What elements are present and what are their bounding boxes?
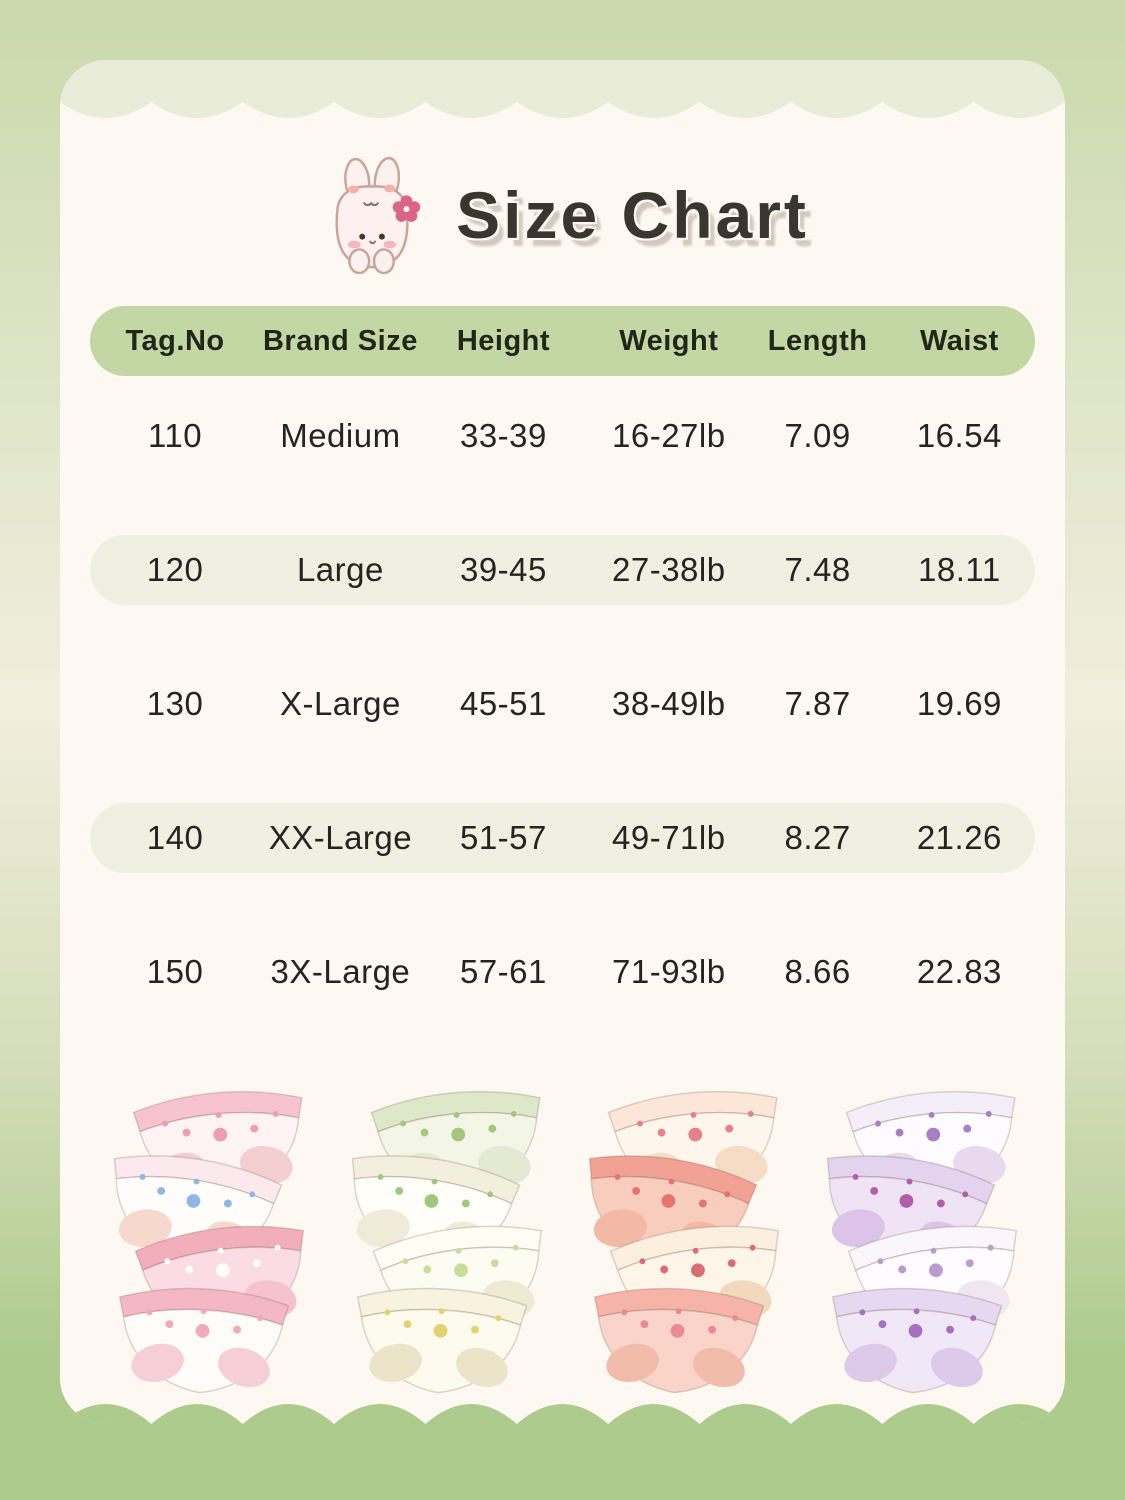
card: Size Chart Tag.No Brand Size Height Weig… xyxy=(60,60,1065,1424)
page-title: Size Chart xyxy=(456,178,809,252)
size-table: Tag.No Brand Size Height Weight Length W… xyxy=(90,306,1035,1007)
table-cell: 7.48 xyxy=(784,551,851,588)
table-cell: Medium xyxy=(280,417,401,454)
table-cell: 33-39 xyxy=(459,417,547,454)
column-header: Weight xyxy=(619,324,719,357)
table-cell: XX-Large xyxy=(268,819,413,856)
table-cell: 120 xyxy=(146,551,204,588)
table-cell: 16.54 xyxy=(916,417,1002,454)
table-header-row: Tag.No Brand Size Height Weight Length W… xyxy=(90,306,1035,376)
table-cell: 18.11 xyxy=(918,551,1001,588)
table-row: 130 X-Large 45-51 38-49lb 7.87 19.69 xyxy=(90,669,1035,739)
brand-header: Size Chart xyxy=(60,152,1065,278)
table-cell: 8.27 xyxy=(784,819,851,856)
table-cell: 38-49lb xyxy=(612,685,726,722)
card-top-band xyxy=(60,60,1065,102)
table-cell: 7.09 xyxy=(784,417,851,454)
table-cell: 57-61 xyxy=(459,953,547,990)
table-cell: 7.87 xyxy=(784,685,851,722)
product-photo-peach-briefs-set xyxy=(574,1084,791,1398)
table-cell: 22.83 xyxy=(916,953,1002,990)
column-header: Tag.No xyxy=(125,324,225,357)
table-cell: 49-71lb xyxy=(612,819,726,856)
table-cell: 110 xyxy=(147,417,203,454)
table-row: 140 XX-Large 51-57 49-71lb 8.27 21.26 xyxy=(90,803,1035,873)
table-cell: 45-51 xyxy=(459,685,547,722)
product-photo-purple-briefs-set xyxy=(812,1084,1029,1398)
product-photos-row xyxy=(60,1075,1065,1405)
column-header: Waist xyxy=(919,324,999,357)
flower-icon xyxy=(392,195,421,222)
product-photo-green-briefs-set xyxy=(337,1084,553,1398)
table-row: 120 Large 39-45 27-38lb 7.48 18.11 xyxy=(90,535,1035,605)
table-cell: X-Large xyxy=(279,685,401,722)
column-header: Brand Size xyxy=(262,324,418,357)
table-cell: 27-38lb xyxy=(612,551,726,588)
table-cell: 130 xyxy=(146,685,204,722)
scalloped-edge-top xyxy=(60,102,1065,118)
product-photo-pink-briefs-set xyxy=(99,1084,316,1398)
table-row: 150 3X-Large 57-61 71-93lb 8.66 22.83 xyxy=(90,937,1035,1007)
table-cell: 21.26 xyxy=(916,819,1002,856)
table-cell: Large xyxy=(296,551,384,588)
scalloped-edge-bottom xyxy=(60,1404,1065,1424)
column-header: Length xyxy=(767,324,868,357)
bunny-with-flower-icon xyxy=(335,156,421,274)
table-row: 110 Medium 33-39 16-27lb 7.09 16.54 xyxy=(90,401,1035,471)
column-header: Height xyxy=(456,324,551,357)
table-cell: 140 xyxy=(146,819,204,856)
table-cell: 71-93lb xyxy=(612,953,726,990)
table-cell: 51-57 xyxy=(459,819,547,856)
table-cell: 3X-Large xyxy=(270,953,411,990)
table-cell: 150 xyxy=(146,953,204,990)
table-cell: 39-45 xyxy=(459,551,547,588)
table-cell: 16-27lb xyxy=(612,417,726,454)
table-cell: 8.66 xyxy=(784,953,851,990)
table-cell: 19.69 xyxy=(916,685,1002,722)
